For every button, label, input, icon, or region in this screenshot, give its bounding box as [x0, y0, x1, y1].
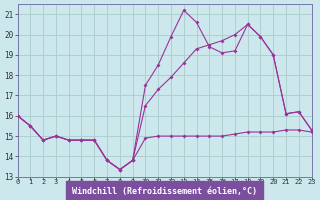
X-axis label: Windchill (Refroidissement éolien,°C): Windchill (Refroidissement éolien,°C)	[72, 187, 257, 196]
